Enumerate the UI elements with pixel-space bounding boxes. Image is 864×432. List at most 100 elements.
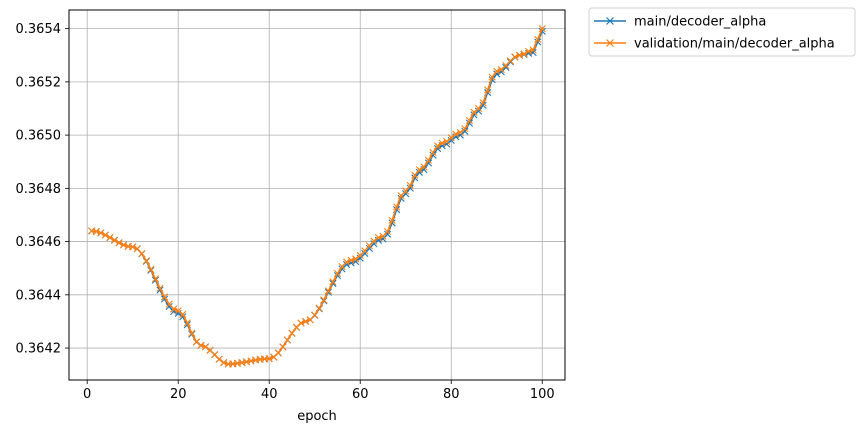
y-tick-label: 0.3642: [16, 342, 62, 357]
point-marker: [170, 305, 178, 313]
y-tick-label: 0.3644: [16, 288, 62, 303]
x-tick-label: 80: [443, 387, 460, 402]
point-marker: [370, 237, 378, 245]
point-marker: [415, 168, 423, 176]
point-marker: [138, 249, 146, 258]
point-marker: [201, 343, 210, 351]
point-marker: [406, 184, 414, 192]
point-marker: [383, 230, 392, 238]
point-marker: [120, 241, 128, 249]
legend-label: main/decoder_alpha: [634, 15, 766, 30]
point-marker: [470, 108, 478, 116]
point-marker: [406, 181, 414, 190]
legend-entry-1: validation/main/decoder_alpha: [594, 37, 835, 52]
y-tick-label: 0.3650: [16, 129, 62, 144]
point-marker: [474, 107, 483, 115]
point-marker: [188, 329, 196, 337]
point-marker: [538, 25, 546, 33]
point-marker: [461, 127, 469, 135]
point-marker: [220, 359, 228, 367]
series-layer: [88, 25, 546, 368]
point-marker: [320, 296, 328, 304]
series-line: [91, 30, 543, 365]
point-marker: [415, 166, 423, 174]
point-marker: [297, 319, 305, 327]
point-marker: [156, 284, 164, 292]
point-marker: [525, 47, 533, 55]
point-marker: [534, 35, 542, 43]
x-tick-label: 60: [352, 387, 369, 402]
point-marker: [311, 311, 319, 319]
grid: [69, 10, 565, 380]
point-marker: [479, 99, 487, 107]
point-marker: [388, 216, 396, 224]
x-tick-label: 40: [261, 387, 278, 402]
point-marker: [147, 265, 155, 273]
point-marker: [179, 310, 187, 318]
point-marker: [333, 269, 342, 278]
point-marker: [374, 234, 383, 242]
point-marker: [274, 349, 282, 357]
point-marker: [443, 137, 451, 146]
x-tick-label: 0: [83, 387, 91, 402]
point-marker: [429, 148, 437, 157]
y-tick-label: 0.3654: [16, 22, 62, 37]
point-marker: [474, 104, 483, 113]
point-marker: [370, 240, 378, 248]
point-marker: [265, 355, 273, 363]
x-axis-ticks: 0 20 40 60 80 100: [83, 380, 555, 402]
point-marker: [215, 355, 223, 363]
point-marker: [493, 67, 501, 75]
point-marker: [402, 187, 410, 195]
x-tick-label: 100: [530, 387, 555, 402]
point-marker: [515, 51, 524, 59]
point-marker: [465, 116, 474, 125]
point-marker: [110, 236, 119, 244]
x-axis-label: epoch: [297, 409, 337, 424]
point-marker: [160, 293, 169, 301]
point-marker: [129, 243, 137, 251]
point-marker: [342, 258, 351, 266]
point-marker: [529, 46, 537, 54]
legend: main/decoder_alpha validation/main/decode…: [588, 7, 856, 57]
point-marker: [115, 239, 123, 247]
point-marker: [447, 134, 455, 142]
point-marker: [101, 231, 109, 239]
legend-label: validation/main/decoder_alpha: [634, 37, 835, 52]
point-marker: [329, 278, 337, 286]
point-marker: [352, 255, 360, 263]
point-marker: [511, 53, 519, 61]
series-1: [88, 25, 546, 368]
point-marker: [383, 227, 392, 236]
point-marker: [315, 304, 323, 312]
point-marker: [520, 50, 528, 58]
point-marker: [420, 163, 428, 171]
point-marker: [393, 203, 401, 211]
point-marker: [434, 142, 442, 150]
point-marker: [479, 101, 487, 109]
point-marker: [197, 341, 205, 349]
series-0: [88, 27, 546, 368]
legend-frame: [588, 7, 856, 57]
point-marker: [151, 275, 160, 283]
plot-frame: [68, 9, 566, 381]
point-marker: [488, 73, 496, 81]
point-marker: [142, 257, 150, 265]
series-line: [91, 28, 543, 365]
point-marker: [347, 256, 355, 264]
point-marker: [283, 336, 292, 344]
legend-marker: [606, 17, 614, 25]
point-marker: [92, 227, 100, 236]
legend-entry-0: main/decoder_alpha: [594, 15, 766, 30]
legend-marker: [606, 39, 614, 47]
point-marker: [456, 128, 464, 137]
point-marker: [461, 125, 469, 133]
point-marker: [174, 307, 182, 315]
point-marker: [452, 130, 460, 138]
point-marker: [484, 86, 492, 94]
point-marker: [279, 343, 287, 351]
y-axis-ticks: 0.3642 0.3644 0.3646 0.3648 0.3650 0.3652 0.36…: [16, 22, 69, 357]
y-tick-label: 0.3648: [16, 182, 62, 197]
point-marker: [411, 171, 419, 179]
